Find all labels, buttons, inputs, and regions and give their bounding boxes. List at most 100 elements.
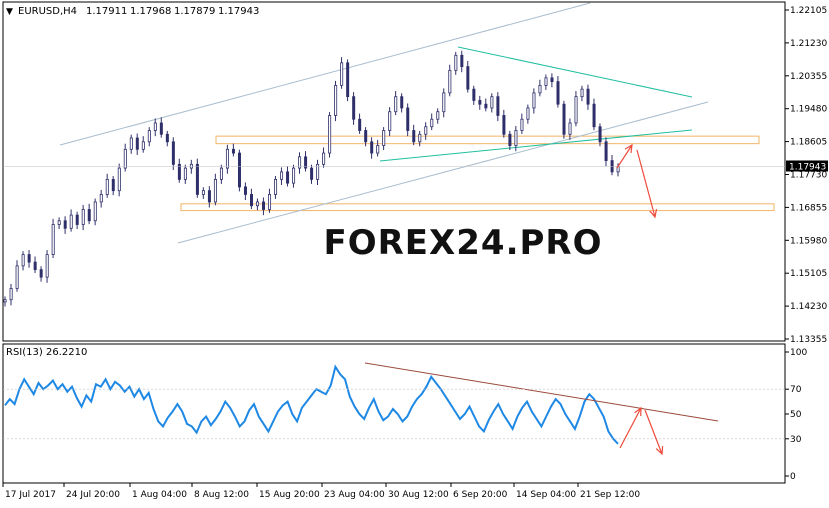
price-tick-label: 1.19480 <box>790 105 827 115</box>
candle-body <box>231 148 235 154</box>
price-tick-label: 1.13355 <box>790 335 827 345</box>
candle-body <box>3 299 7 303</box>
candle-body <box>225 148 229 169</box>
triangle-lower-line <box>379 129 693 162</box>
candle-body <box>99 194 103 203</box>
candle-body <box>280 171 284 180</box>
candle-body <box>574 96 578 124</box>
forecast-arrow-down <box>636 149 656 218</box>
candle-body <box>117 167 121 192</box>
candle-body <box>153 122 157 131</box>
price-tick-label: 1.14230 <box>790 302 827 312</box>
candle-body <box>484 103 488 109</box>
candle-body <box>310 167 314 180</box>
candle-body <box>340 62 344 86</box>
forecast-arrow-up-head <box>624 143 633 154</box>
forecast-arrow-down-head <box>649 209 658 219</box>
current-price-label: 1.17943 <box>789 162 826 172</box>
candle-body <box>388 111 392 131</box>
candle-body <box>496 96 500 116</box>
current-price-box <box>786 160 828 172</box>
candle-body <box>105 178 109 195</box>
candle-body <box>538 84 542 94</box>
price-tick-label: 1.22105 <box>790 6 827 16</box>
rsi-tick-label: 30 <box>790 435 802 445</box>
price-panel <box>2 1 786 342</box>
triangle-upper-line <box>457 46 693 98</box>
candle-body <box>322 152 326 165</box>
rsi-tick-label: 100 <box>790 348 807 358</box>
time-tick-label: 14 Sep 04:00 <box>516 490 576 500</box>
candle-body <box>382 130 386 146</box>
candle-body <box>394 96 398 113</box>
rsi-tick-label: 50 <box>790 410 802 420</box>
candle-body <box>424 126 428 135</box>
candle-body <box>292 167 296 184</box>
candle-body <box>580 88 584 98</box>
candle-body <box>165 133 169 143</box>
candle-body <box>352 96 356 120</box>
candle-body <box>400 96 404 109</box>
candle-body <box>27 254 31 263</box>
resistance-zone <box>215 135 760 145</box>
time-tick-label: 30 Aug 12:00 <box>388 490 449 500</box>
candle-body <box>478 100 482 105</box>
candle-body <box>75 214 79 225</box>
candle-body <box>256 201 260 207</box>
candle-body <box>57 220 61 225</box>
candle-body <box>213 178 217 203</box>
candle-body <box>568 122 572 135</box>
candle-body <box>550 77 554 83</box>
candle-body <box>274 178 278 195</box>
candle-body <box>237 152 241 188</box>
candle-body <box>298 156 302 169</box>
header-symbol: EURUSD,H4 <box>18 6 77 17</box>
forecast-arrow-up <box>616 144 633 169</box>
candle-body <box>33 261 37 271</box>
support-zone <box>180 203 775 212</box>
candle-body <box>442 92 446 113</box>
candle-body <box>562 103 566 135</box>
candle-body <box>316 163 320 180</box>
candle-body <box>250 194 254 207</box>
candle-body <box>21 254 25 267</box>
candle-body <box>111 178 115 192</box>
candle-body <box>141 141 145 150</box>
candle-body <box>454 54 458 71</box>
candle-body <box>268 194 272 210</box>
rsi-forecast-arrow-up <box>619 407 642 449</box>
channel-upper-line <box>59 2 591 146</box>
time-tick-label: 23 Aug 04:00 <box>324 490 385 500</box>
candle-body <box>514 130 518 146</box>
candle-body <box>63 220 67 229</box>
header-open: 1.17911 <box>86 6 127 17</box>
candle-body <box>604 141 608 161</box>
candle-body <box>9 288 13 301</box>
header-close: 1.17943 <box>218 6 259 17</box>
candle-body <box>171 141 175 165</box>
candle-body <box>508 133 512 146</box>
header-low: 1.17879 <box>174 6 215 17</box>
candle-body <box>262 201 266 210</box>
time-tick-label: 17 Jul 2017 <box>5 490 56 500</box>
candle-body <box>346 62 350 98</box>
candle-body <box>51 224 55 255</box>
candle-body <box>472 88 476 101</box>
candle-body <box>195 163 199 195</box>
rsi-line <box>4 364 619 445</box>
candle-body <box>207 190 211 203</box>
candle-body <box>334 84 338 116</box>
candle-body <box>135 137 139 150</box>
candle-body <box>586 88 590 105</box>
candle-body <box>129 137 133 150</box>
rsi-tick-label: 0 <box>790 472 796 482</box>
candle-body <box>87 209 91 222</box>
candle-body <box>448 69 452 94</box>
time-tick-label: 24 Jul 20:00 <box>66 490 120 500</box>
rsi-title: RSI(13) 26.2210 <box>6 347 87 358</box>
candle-body <box>370 141 374 154</box>
candle-body <box>159 122 163 135</box>
time-tick-label: 8 Aug 12:00 <box>194 490 249 500</box>
candle-body <box>364 130 368 143</box>
